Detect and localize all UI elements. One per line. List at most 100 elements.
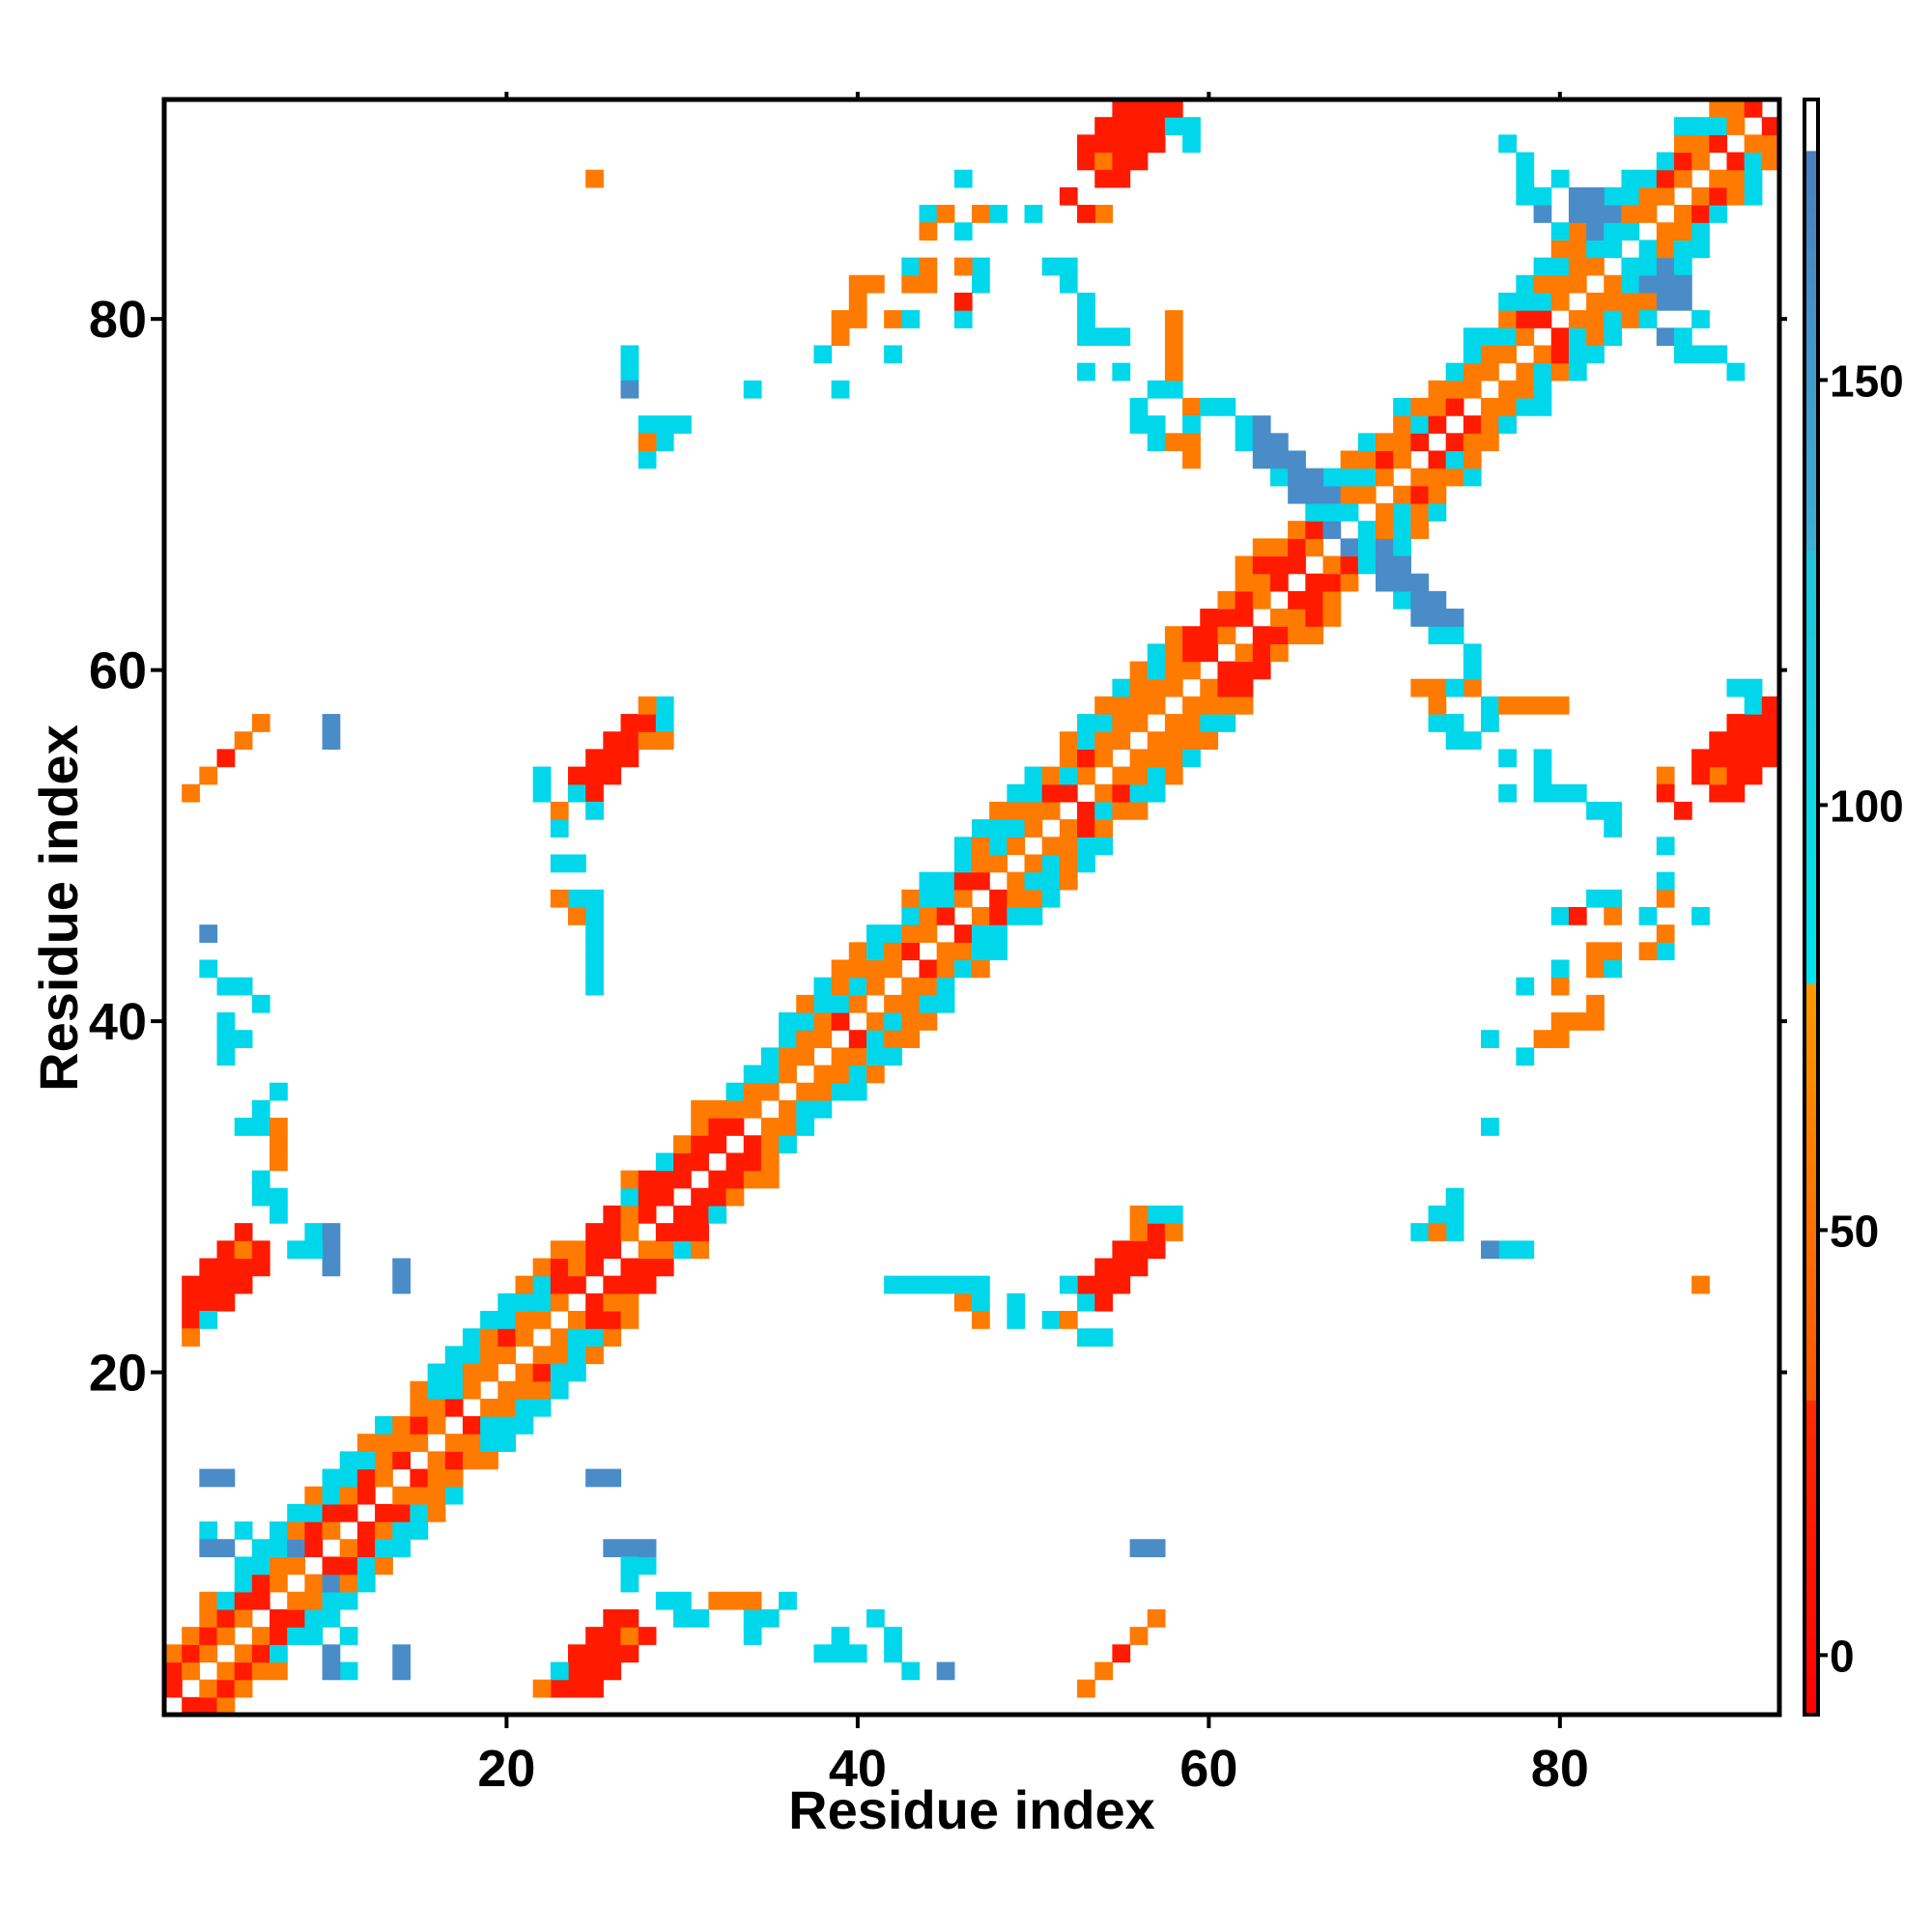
heatmap-cell [884,310,902,328]
heatmap-cell [1147,433,1166,452]
heatmap-cell [919,924,938,943]
heatmap-cell [1744,678,1763,697]
heatmap-cell [1376,538,1394,557]
heatmap-cell [216,1591,236,1610]
heatmap-cell [620,1187,639,1207]
heatmap-cell [322,1644,341,1663]
heatmap-cell [251,1258,270,1277]
heatmap-cell [1182,397,1201,416]
heatmap-cell [1129,415,1149,434]
heatmap-cell [585,1293,604,1312]
heatmap-cell [725,1082,745,1101]
heatmap-cell [585,169,604,188]
heatmap-cell [1094,327,1113,347]
heatmap-cell [497,1416,517,1435]
heatmap-cell [953,854,973,873]
heatmap-cell [743,1099,762,1119]
heatmap-cell [339,1451,358,1470]
heatmap-cell [568,889,586,908]
heatmap-cell [760,1152,780,1172]
heatmap-cell [655,714,674,732]
heatmap-cell [1709,766,1728,785]
heatmap-cell [620,1608,639,1628]
heatmap-cell [1007,907,1026,925]
heatmap-cell [1498,415,1517,434]
heatmap-cell [304,1503,324,1522]
heatmap-cell [568,1258,586,1277]
heatmap-cell [1568,274,1587,294]
heatmap-cell [1041,801,1061,820]
heatmap-cell [585,1311,604,1329]
heatmap-cell [848,942,867,961]
heatmap-cell [620,1258,639,1277]
heatmap-cell [638,1556,657,1576]
heatmap-cell [1129,783,1149,803]
heatmap-cell [1129,134,1149,154]
heatmap-cell [972,1311,990,1329]
heatmap-cell [1481,714,1499,732]
heatmap-cell [1147,1539,1166,1558]
heatmap-cell [831,327,850,347]
heatmap-cell [743,1627,762,1645]
heatmap-cell [1059,749,1078,768]
heatmap-cell [1200,626,1219,644]
heatmap-cell [1533,362,1552,382]
heatmap-cell [691,1608,709,1628]
heatmap-cell [1077,731,1095,751]
heatmap-cell [603,1468,622,1488]
heatmap-cell [427,1380,446,1400]
heatmap-cell [1673,169,1692,188]
heatmap-cell [1077,766,1095,785]
heatmap-cell [1498,783,1517,803]
heatmap-cell [251,1644,270,1663]
heatmap-cell [585,1346,604,1365]
heatmap-cell [427,1468,446,1488]
heatmap-cell [182,1627,200,1645]
heatmap-cell [1217,678,1236,697]
heatmap-cell [1376,521,1394,539]
heatmap-cell [1744,134,1763,154]
heatmap-cell [1638,907,1658,925]
heatmap-cell [1217,696,1236,715]
heatmap-cell [1077,1275,1095,1294]
heatmap-cell [550,1258,569,1277]
heatmap-cell [1656,240,1675,259]
heatmap-cell [1182,134,1201,154]
heatmap-cell [532,783,552,803]
heatmap-cell [1112,731,1131,751]
heatmap-cell [1410,573,1430,592]
heatmap-cell [1269,450,1289,469]
heatmap-cell [1164,626,1183,644]
heatmap-cell [410,1380,429,1400]
heatmap-cell [585,749,604,768]
heatmap-cell [1604,186,1623,206]
heatmap-cell [427,1503,446,1522]
heatmap-cell [444,1434,464,1452]
heatmap-cell [1638,186,1658,206]
heatmap-cell [638,731,657,751]
heatmap-cell [339,1556,358,1576]
heatmap-cell [1638,942,1658,961]
heatmap-cell [585,924,604,943]
heatmap-cell [1550,907,1570,925]
heatmap-cell [199,959,218,979]
heatmap-cell [462,1416,481,1435]
heatmap-cell [1533,397,1552,416]
heatmap-cell [1252,450,1271,469]
heatmap-cell [270,1574,288,1593]
heatmap-cell [620,749,639,768]
heatmap-cell [1164,661,1183,680]
x-axis: 20 40 60 80 [477,92,1589,1798]
heatmap-cell [884,1275,902,1294]
heatmap-cell [1533,310,1552,328]
heatmap-cell [1533,696,1552,715]
heatmap-cell [1305,590,1324,610]
heatmap-cell [743,1591,762,1610]
heatmap-cell [953,889,973,908]
heatmap-cell [1656,837,1675,856]
heatmap-cell [1340,468,1359,487]
heatmap-cell [1463,731,1482,751]
heatmap-cell [1516,1047,1535,1066]
heatmap-cell [1498,380,1517,399]
heatmap-cell [1147,678,1166,697]
